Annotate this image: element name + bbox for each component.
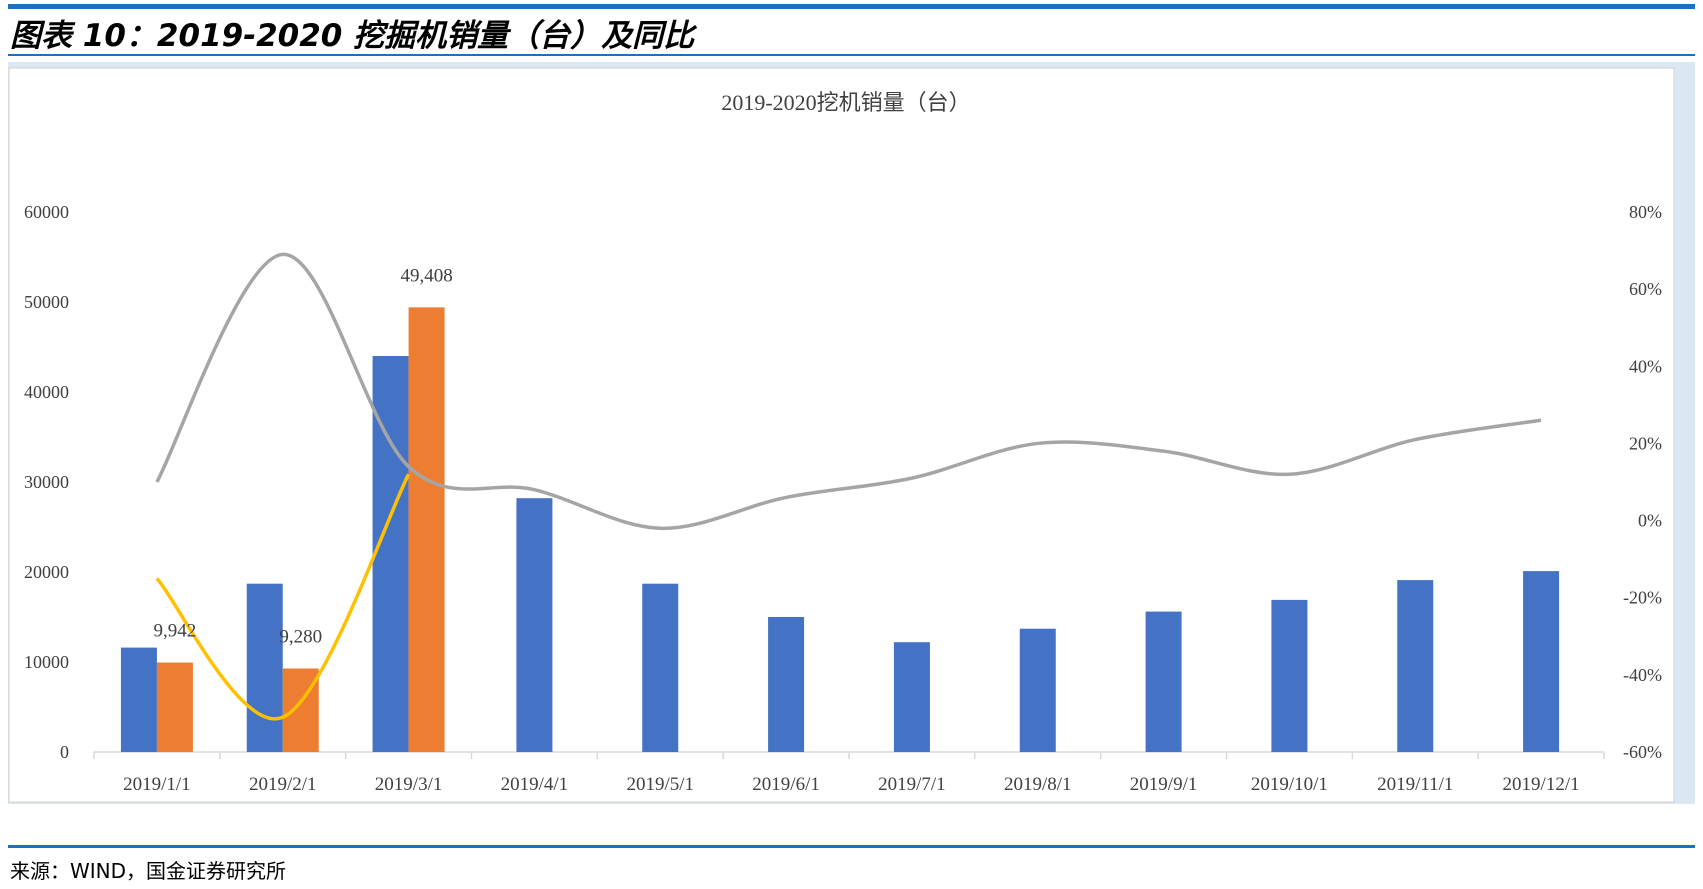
y2-tick-label: -20% (1623, 588, 1662, 608)
bar-2019 (768, 617, 805, 752)
y2-tick-label: 80% (1629, 202, 1662, 222)
x-tick-label: 2019/7/1 (878, 774, 946, 795)
x-tick-label: 2019/10/1 (1251, 774, 1328, 795)
bar-2019 (1397, 580, 1434, 752)
bar-2019 (1145, 611, 1182, 752)
y2-tick-label: 0% (1638, 511, 1662, 531)
y2-tick-label: -60% (1623, 742, 1662, 762)
x-tick-label: 2019/3/1 (375, 774, 443, 795)
top-rule (8, 4, 1695, 9)
bar-2019 (642, 583, 679, 752)
x-tick-label: 2019/9/1 (1130, 774, 1198, 795)
y-tick-label: 60000 (24, 202, 69, 222)
bar-2019 (1523, 571, 1560, 752)
y-tick-label: 20000 (24, 562, 69, 582)
data-label: 9,942 (154, 621, 197, 642)
chart-svg: 2019-2020挖机销量（台） 0 10000 20000 30000 40000 50… (8, 67, 1675, 803)
bar-2019 (516, 498, 553, 752)
bar-2020 (156, 662, 193, 752)
line-2020-yoy (155, 473, 411, 721)
x-tick-label: 2019/11/1 (1377, 774, 1453, 795)
x-tick-label: 2019/1/1 (123, 774, 191, 795)
x-tick-label: 2019/5/1 (626, 774, 694, 795)
bar-2019 (120, 647, 157, 752)
x-tick-label: 2019/6/1 (752, 774, 820, 795)
y2-tick-label: 20% (1629, 433, 1662, 453)
x-tick-label: 2019/4/1 (501, 774, 569, 795)
x-tick-label: 2019/12/1 (1503, 774, 1580, 795)
y-tick-label: 50000 (24, 292, 69, 312)
bar-2020 (408, 307, 445, 752)
y2-tick-label: 60% (1629, 279, 1662, 299)
x-tick-label: 2019/2/1 (249, 774, 317, 795)
title-rule (8, 54, 1695, 56)
figure-title: 图表 10：2019-2020 挖掘机销量（台）及同比 (10, 18, 695, 54)
data-label: 9,280 (279, 626, 322, 647)
line-2019-yoy (155, 252, 1542, 531)
y-tick-label: 40000 (24, 382, 69, 402)
bar-2019 (1019, 628, 1056, 752)
y-tick-label: 0 (60, 742, 69, 762)
bar-2019 (893, 642, 930, 752)
bar-2019 (1271, 599, 1308, 752)
data-label: 49,408 (400, 265, 452, 286)
bar-2019 (246, 583, 283, 752)
y-tick-label: 10000 (24, 652, 69, 672)
chart-panel: 2019-2020挖机销量（台） 0 10000 20000 30000 40000 50… (8, 62, 1695, 804)
bottom-rule (8, 845, 1695, 848)
source-note: 来源：WIND，国金证券研究所 (10, 859, 287, 883)
y-tick-label: 30000 (24, 472, 69, 492)
y2-tick-label: -40% (1623, 665, 1662, 685)
y2-tick-label: 40% (1629, 356, 1662, 376)
chart-title: 2019-2020挖机销量（台） (721, 90, 970, 115)
x-tick-label: 2019/8/1 (1004, 774, 1072, 795)
